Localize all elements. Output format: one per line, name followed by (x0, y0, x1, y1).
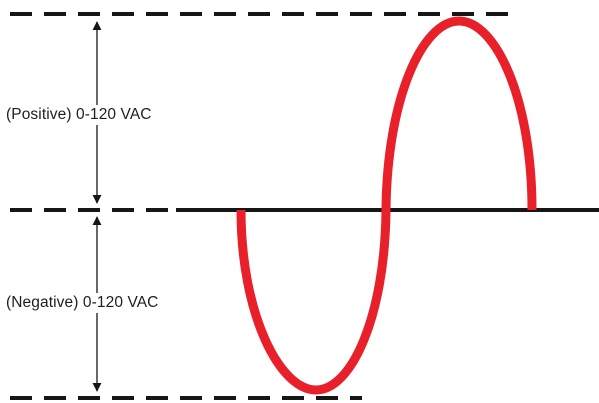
positive-range-label: (Positive) 0-120 VAC (5, 105, 153, 125)
negative-range-label: (Negative) 0-120 VAC (5, 293, 160, 313)
sine-wave (236, 16, 537, 395)
